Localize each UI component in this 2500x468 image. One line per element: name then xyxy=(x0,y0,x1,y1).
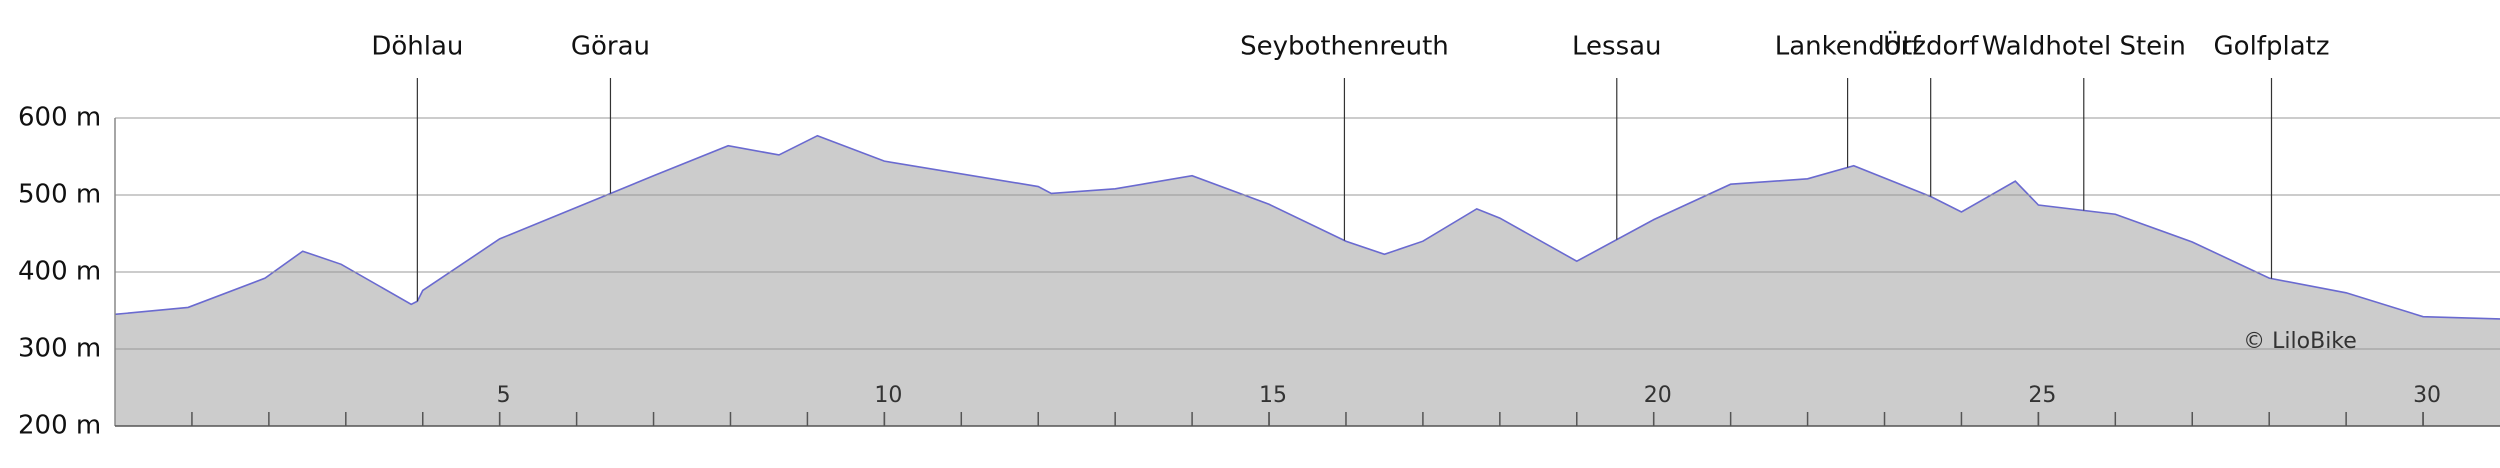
profile-line xyxy=(114,134,2500,320)
x-tick-label: 5 xyxy=(497,383,511,408)
x-tick-label: 15 xyxy=(1259,383,1287,408)
y-tick-label: 600 m xyxy=(18,103,101,133)
x-tick-label: 10 xyxy=(874,383,902,408)
x-tick-label: 25 xyxy=(2028,383,2056,408)
place-label: Lankendorf xyxy=(1775,32,1922,62)
place-label: Golfplatz xyxy=(2214,32,2330,62)
place-label: Waldhotel Stein xyxy=(1982,32,2186,62)
y-tick-label: 200 m xyxy=(18,411,101,441)
x-tick-label: 30 xyxy=(2413,383,2441,408)
place-label: Lessau xyxy=(1572,32,1662,62)
place-label: Döhlau xyxy=(371,32,463,62)
y-tick-label: 300 m xyxy=(18,334,101,364)
y-tick-label: 400 m xyxy=(18,257,101,287)
place-label: Seybothenreuth xyxy=(1240,32,1449,62)
place-label: Görau xyxy=(571,32,650,62)
y-tick-label: 500 m xyxy=(18,180,101,210)
area-fill xyxy=(115,135,2500,426)
place-label: Ützdorf xyxy=(1883,30,1979,62)
x-tick-label: 20 xyxy=(1644,383,1672,408)
credit: © LiloBike xyxy=(2243,329,2357,354)
